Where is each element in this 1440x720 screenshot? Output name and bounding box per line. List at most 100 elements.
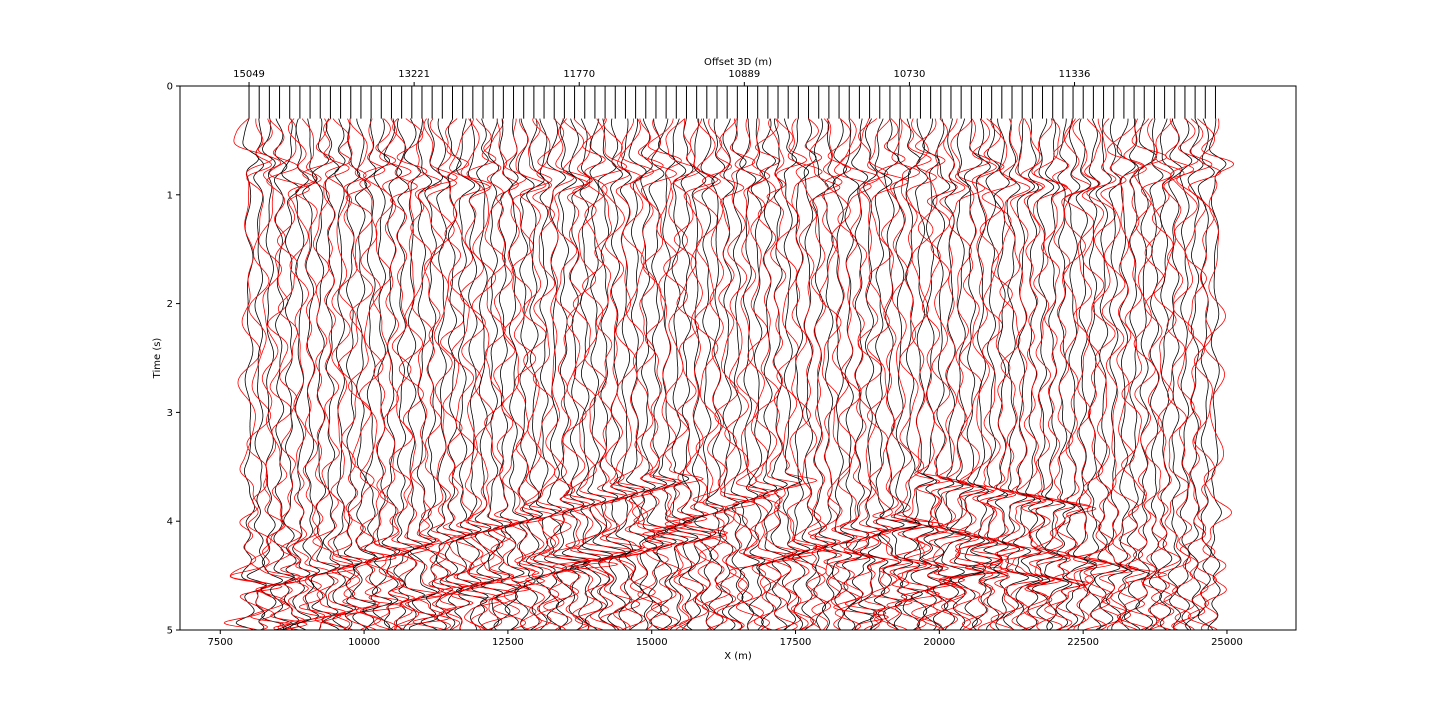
top-tick-label: 11336 bbox=[1059, 69, 1091, 80]
trace-black bbox=[281, 118, 300, 631]
trace-red bbox=[1123, 118, 1168, 631]
trace-red bbox=[548, 118, 607, 631]
trace-black bbox=[435, 118, 453, 631]
trace-red bbox=[729, 118, 773, 631]
trace-red bbox=[1200, 118, 1235, 631]
y-tick-label: 1 bbox=[167, 190, 173, 201]
y-tick-label: 2 bbox=[167, 299, 173, 310]
trace-black bbox=[707, 118, 726, 631]
trace-red bbox=[298, 118, 357, 631]
trace-red bbox=[355, 118, 386, 631]
trace-red bbox=[521, 118, 566, 631]
trace-red bbox=[540, 118, 619, 631]
trace-black bbox=[1116, 118, 1136, 631]
trace-black bbox=[983, 118, 1005, 631]
trace-black bbox=[1106, 118, 1128, 631]
trace-red bbox=[990, 118, 1051, 631]
y-tick-label: 5 bbox=[167, 626, 173, 637]
trace-red bbox=[773, 118, 818, 631]
trace-red bbox=[735, 118, 779, 631]
trace-black bbox=[504, 118, 528, 631]
trace-red bbox=[312, 118, 354, 631]
trace-red bbox=[1187, 118, 1221, 631]
trace-red bbox=[642, 118, 687, 631]
trace-red bbox=[437, 118, 477, 631]
trace-red bbox=[279, 118, 330, 631]
trace-red bbox=[1072, 118, 1111, 631]
trace-red bbox=[763, 118, 814, 631]
trace-red bbox=[955, 118, 1003, 631]
trace-red bbox=[831, 118, 873, 631]
trace-red bbox=[581, 118, 647, 631]
trace-black bbox=[270, 118, 296, 631]
trace-red bbox=[492, 118, 544, 631]
trace-black bbox=[791, 118, 811, 631]
trace-red bbox=[333, 118, 372, 631]
trace-red bbox=[664, 118, 712, 631]
trace-black bbox=[321, 118, 340, 631]
trace-black bbox=[831, 118, 854, 631]
plot-frame bbox=[179, 85, 1297, 631]
trace-black bbox=[1094, 118, 1121, 631]
trace-red bbox=[897, 118, 953, 631]
trace-red bbox=[844, 118, 892, 631]
trace-red bbox=[341, 118, 402, 631]
x-tick-label: 20000 bbox=[923, 637, 955, 648]
trace-red bbox=[1053, 118, 1109, 631]
trace-red bbox=[1083, 118, 1135, 631]
trace-black bbox=[393, 118, 415, 631]
trace-black bbox=[878, 118, 905, 631]
trace-red bbox=[1140, 118, 1173, 631]
trace-red bbox=[1064, 118, 1113, 631]
y-tick-label: 4 bbox=[167, 517, 173, 528]
trace-black bbox=[694, 118, 719, 631]
trace-black bbox=[1176, 118, 1193, 631]
trace-black bbox=[812, 118, 829, 630]
y-tick-label: 3 bbox=[167, 408, 173, 419]
x-tick-label: 12500 bbox=[492, 637, 524, 648]
trace-black bbox=[515, 118, 536, 631]
trace-red bbox=[1158, 118, 1195, 631]
trace-red bbox=[503, 118, 547, 631]
trace-black bbox=[739, 118, 760, 631]
trace-black bbox=[445, 118, 467, 631]
x-tick-label: 22500 bbox=[1067, 637, 1099, 648]
trace-red bbox=[891, 118, 941, 631]
trace-red bbox=[904, 118, 957, 631]
trace-red bbox=[443, 118, 492, 631]
trace-black bbox=[592, 118, 626, 631]
trace-red bbox=[932, 118, 984, 631]
trace-black bbox=[344, 118, 363, 631]
trace-red bbox=[783, 118, 827, 631]
trace-red bbox=[881, 118, 944, 631]
trace-red bbox=[461, 118, 506, 631]
trace-black bbox=[310, 118, 337, 631]
trace-red bbox=[259, 118, 310, 631]
trace-red bbox=[664, 118, 726, 631]
trace-black bbox=[1063, 118, 1089, 631]
y-axis: 0 1 2 3 4 5 bbox=[167, 82, 180, 637]
trace-red bbox=[480, 118, 532, 631]
trace-red bbox=[717, 118, 756, 631]
trace-black bbox=[371, 118, 396, 631]
top-tick-label: 13221 bbox=[398, 69, 430, 80]
trace-black bbox=[332, 118, 354, 631]
trace-black bbox=[246, 118, 267, 631]
trace-red bbox=[471, 118, 517, 631]
top-offset-axis: 15049 13221 11770 10889 10730 11336 bbox=[233, 69, 1090, 86]
trace-red bbox=[947, 118, 1003, 631]
trace-red bbox=[833, 118, 890, 630]
trace-red bbox=[601, 118, 654, 631]
trace-red bbox=[692, 118, 732, 631]
trace-red bbox=[250, 118, 300, 631]
trace-red bbox=[1044, 118, 1091, 631]
trace-black bbox=[582, 118, 614, 631]
trace-black bbox=[1207, 118, 1227, 631]
trace-black bbox=[932, 118, 955, 631]
trace-black bbox=[1123, 118, 1151, 631]
top-tick-label: 10730 bbox=[894, 69, 926, 80]
trace-red bbox=[440, 118, 502, 631]
trace-red bbox=[1116, 118, 1167, 631]
trace-red bbox=[277, 118, 325, 631]
